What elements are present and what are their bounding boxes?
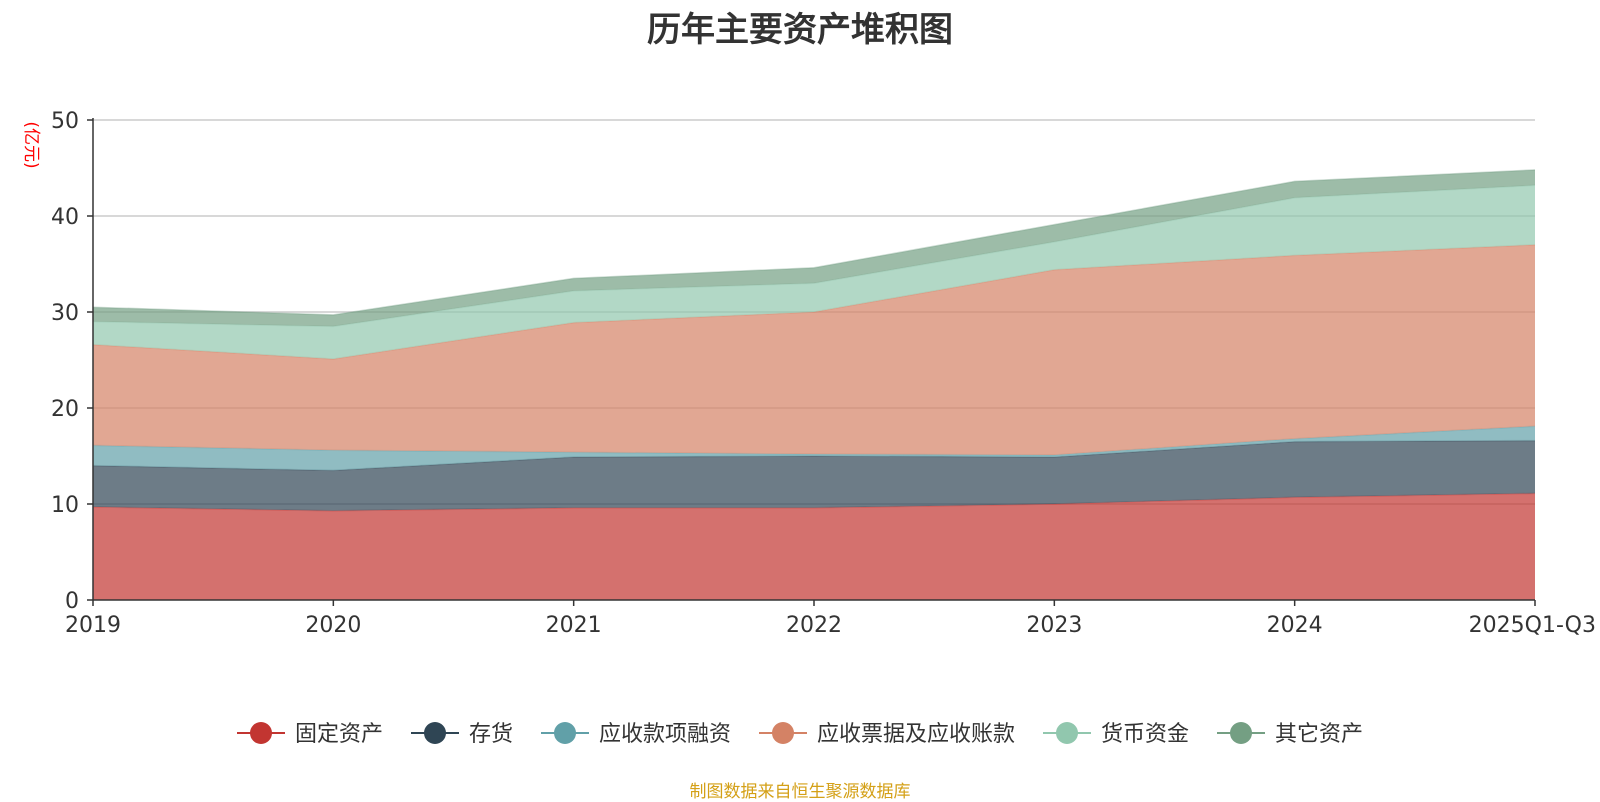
area-series-3 xyxy=(93,244,1535,455)
y-tick-label: 40 xyxy=(51,205,79,230)
legend-label: 其它资产 xyxy=(1275,722,1363,747)
y-tick-label: 0 xyxy=(65,589,79,614)
legend-item-4[interactable]: 货币资金 xyxy=(1043,722,1189,747)
source-note: 制图数据来自恒生聚源数据库 xyxy=(689,782,911,802)
area-series-4 xyxy=(93,185,1535,359)
legend-label: 固定资产 xyxy=(295,722,383,747)
x-tick-label: 2020 xyxy=(305,613,361,638)
x-tick-label: 2023 xyxy=(1026,613,1082,638)
legend-label: 货币资金 xyxy=(1101,722,1189,747)
area-series-0 xyxy=(93,493,1535,600)
legend: 固定资产 存货 应收款项融资 应收票据及应收账款 货币资金 其它资产 xyxy=(237,722,1363,747)
x-tick-label: 2021 xyxy=(546,613,602,638)
legend-item-5[interactable]: 其它资产 xyxy=(1217,722,1363,747)
legend-item-3[interactable]: 应收票据及应收账款 xyxy=(759,722,1015,747)
x-tick-label: 2019 xyxy=(65,613,121,638)
legend-marker xyxy=(250,722,272,744)
y-tick-label: 50 xyxy=(51,109,79,134)
legend-item-1[interactable]: 存货 xyxy=(411,722,513,747)
x-tick-label: 2025Q1-Q3 xyxy=(1469,613,1596,638)
y-tick-label: 20 xyxy=(51,397,79,422)
legend-marker xyxy=(554,722,576,744)
axes: 0 10 20 30 40 50 2019 2020 2021 2022 2023 2024 2025Q… xyxy=(51,109,1596,638)
legend-label: 应收款项融资 xyxy=(599,722,731,747)
legend-marker xyxy=(772,722,794,744)
area-series-line-5 xyxy=(92,169,1536,316)
area-series-1 xyxy=(93,440,1535,511)
legend-item-0[interactable]: 固定资产 xyxy=(237,722,383,747)
legend-item-2[interactable]: 应收款项融资 xyxy=(541,722,731,747)
y-tick-label: 30 xyxy=(51,301,79,326)
chart-title: 历年主要资产堆积图 xyxy=(647,10,953,50)
x-tick-label: 2022 xyxy=(786,613,842,638)
area-series-2 xyxy=(93,426,1535,471)
y-axis-label: (亿元) xyxy=(21,121,41,168)
area-series-5 xyxy=(93,169,1535,327)
legend-marker xyxy=(1056,722,1078,744)
legend-marker xyxy=(424,722,446,744)
area-series xyxy=(92,169,1536,600)
legend-label: 应收票据及应收账款 xyxy=(817,722,1015,747)
legend-label: 存货 xyxy=(469,722,513,747)
y-tick-label: 10 xyxy=(51,493,79,518)
x-tick-label: 2024 xyxy=(1267,613,1323,638)
legend-marker xyxy=(1230,722,1252,744)
